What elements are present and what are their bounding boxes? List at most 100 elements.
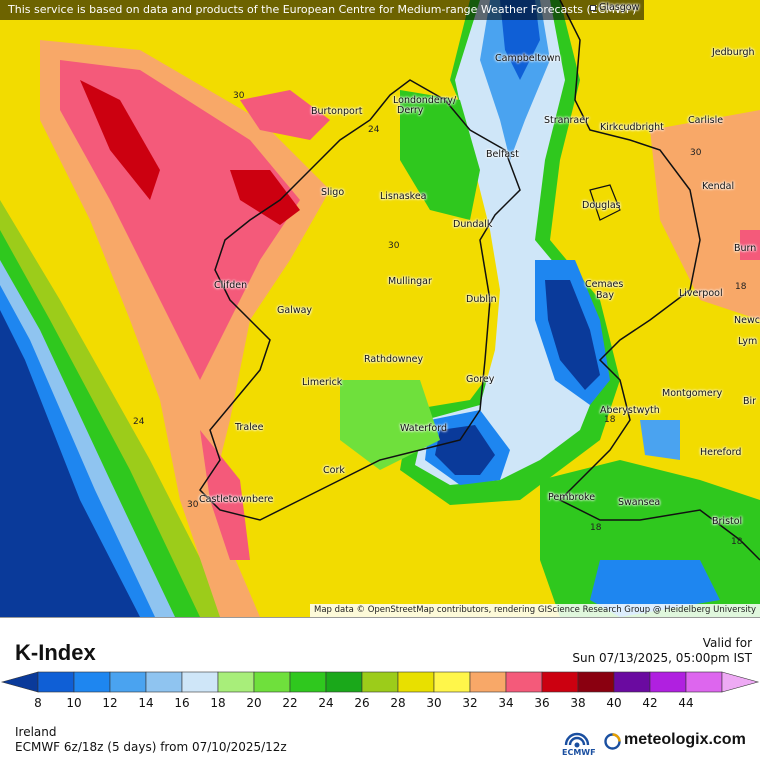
meteologix-logo-icon [604, 733, 621, 750]
contour-label: 30 [187, 500, 199, 510]
city-label: Cork [323, 465, 345, 476]
contour-label: 24 [133, 417, 145, 427]
color-scale-cell [685, 671, 723, 693]
color-scale-arrow-low [0, 671, 39, 693]
color-scale-ticks: 8 10 12 14 16 18 20 22 24 26 28 30 32 34 36 38 40 42 44 [0, 696, 760, 712]
color-scale-tick-label: 34 [498, 696, 514, 710]
city-label: Gorey [466, 374, 495, 385]
city-label: Bir [743, 396, 757, 407]
legend-panel: K-Index Valid for Sun 07/13/2025, 05:00p… [0, 617, 760, 761]
color-scale-tick-label: 18 [210, 696, 226, 710]
city-label: Cemaes [585, 279, 624, 290]
color-scale-cell [541, 671, 579, 693]
city-label: Carlisle [688, 115, 724, 126]
attribution-top: This service is based on data and produc… [0, 0, 645, 20]
city-label: Bay [596, 290, 614, 301]
city-label: Stranraer [544, 115, 589, 126]
color-scale-tick-label: 22 [282, 696, 298, 710]
city-label: Londonderry/ [393, 95, 457, 106]
color-scale-tick-label: 10 [66, 696, 82, 710]
contour-label: 24 [368, 125, 380, 135]
color-scale-cell [361, 671, 399, 693]
weather-map[interactable]: This service is based on data and produc… [0, 0, 760, 617]
color-scale-tick-label: 20 [246, 696, 262, 710]
color-scale-tick-label: 14 [138, 696, 154, 710]
color-scale-cell [37, 671, 75, 693]
contour-label: 30 [690, 148, 702, 158]
color-scale-tick-label: 42 [642, 696, 658, 710]
brand-text[interactable]: meteologix.com [624, 731, 746, 748]
color-scale-bar [0, 671, 760, 693]
city-label: Newca [734, 315, 760, 326]
color-scale-cell [469, 671, 507, 693]
region-label: Ireland [15, 725, 57, 739]
city-label: Pembroke [548, 492, 596, 503]
contour-label: 18 [590, 523, 602, 533]
color-scale-cell [577, 671, 615, 693]
color-scale-cell [397, 671, 435, 693]
color-scale-cell [505, 671, 543, 693]
color-scale-cell [217, 671, 255, 693]
city-label: Belfast [486, 149, 519, 160]
legend-title: K-Index [15, 640, 96, 665]
color-scale-tick-label: 8 [34, 696, 42, 710]
color-scale-cell [613, 671, 651, 693]
city-label: Burn [734, 243, 757, 254]
city-label: Lisnaskea [380, 191, 427, 202]
contour-label: 30 [388, 241, 400, 251]
city-label: Dundalk [453, 219, 493, 230]
city-label: Swansea [618, 497, 661, 508]
color-scale-tick-label: 28 [390, 696, 406, 710]
color-scale-tick-label: 12 [102, 696, 118, 710]
city-label: Liverpool [679, 288, 723, 299]
color-scale-tick-label: 26 [354, 696, 370, 710]
city-label: Tralee [235, 422, 264, 433]
contour-label: 18 [731, 537, 743, 547]
city-label: Rathdowney [364, 354, 424, 365]
city-label: Waterford [400, 423, 448, 434]
color-scale-cell [145, 671, 183, 693]
color-scale-tick-label: 32 [462, 696, 478, 710]
city-label: Sligo [321, 187, 345, 198]
city-label: Kendal [702, 181, 735, 192]
city-label: Glasgow [590, 2, 639, 13]
color-scale-cell [73, 671, 111, 693]
color-scale-cell [181, 671, 219, 693]
attribution-bottom: Map data © OpenStreetMap contributors, r… [310, 604, 760, 617]
city-label: Clifden [214, 280, 248, 291]
color-scale-cell [109, 671, 147, 693]
city-label: Dublin [466, 294, 497, 305]
color-scale-cell [253, 671, 291, 693]
color-scale-cell [433, 671, 471, 693]
color-scale-cell [325, 671, 363, 693]
city-label: Aberystwyth [600, 405, 660, 416]
color-scale-arrow-high [721, 671, 760, 693]
color-scale-tick-label: 40 [606, 696, 622, 710]
city-label: Lym [738, 336, 758, 347]
color-scale-tick-label: 36 [534, 696, 550, 710]
city-label: Galway [277, 305, 313, 316]
city-label: Bristol [712, 516, 743, 527]
valid-time: Sun 07/13/2025, 05:00pm IST [572, 651, 752, 665]
ecmwf-logo-text: ECMWF [562, 748, 596, 757]
ecmwf-logo-icon [564, 732, 590, 748]
color-scale-tick-label: 24 [318, 696, 334, 710]
city-label: Campbeltown [495, 53, 561, 64]
color-scale-tick-label: 38 [570, 696, 586, 710]
k-index-field [0, 0, 760, 617]
city-label: Castletownbere [199, 494, 274, 505]
color-scale-tick-label: 16 [174, 696, 190, 710]
city-label: Hereford [700, 447, 742, 458]
contour-label: 18 [604, 415, 616, 425]
color-scale-cell [649, 671, 687, 693]
city-label: Montgomery [662, 388, 723, 399]
color-scale-tick-label: 30 [426, 696, 442, 710]
model-run-label: ECMWF 6z/18z (5 days) from 07/10/2025/12… [15, 740, 287, 754]
color-scale-tick-label: 44 [678, 696, 694, 710]
city-label: Limerick [302, 377, 343, 388]
contour-label: 30 [233, 91, 245, 101]
city-label: Mullingar [388, 276, 432, 287]
city-label: Derry [397, 105, 424, 116]
city-label: Jedburgh [712, 47, 755, 58]
city-label: Kirkcudbright [600, 122, 664, 133]
